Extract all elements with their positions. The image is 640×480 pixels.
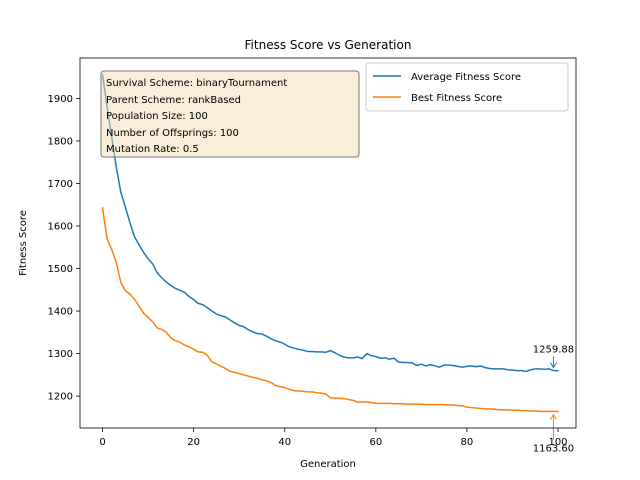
y-tick-label-1: 1300 [48, 349, 73, 360]
chart-title: Fitness Score vs Generation [245, 38, 412, 52]
y-tick-label-4: 1600 [48, 221, 73, 232]
y-tick-label-6: 1800 [48, 136, 73, 147]
x-tick-label-4: 80 [461, 437, 474, 448]
legend: Average Fitness Score Best Fitness Score [365, 62, 569, 112]
series-line-1 [101, 206, 559, 413]
info-parent-scheme: Parent Scheme: rankBased [106, 95, 241, 106]
y-tick-label-3: 1500 [48, 264, 73, 275]
annotation-arrowhead-1 [550, 413, 557, 420]
x-axis-label: Generation [300, 459, 356, 470]
y-tick-label-5: 1700 [48, 179, 73, 190]
y-tick-label-2: 1400 [48, 307, 73, 318]
x-tick-label-1: 20 [187, 437, 200, 448]
info-offsprings: Number of Offsprings: 100 [106, 128, 239, 139]
y-tick-label-7: 1900 [48, 94, 73, 105]
axes-frame [79, 57, 577, 429]
legend-frame [365, 62, 569, 112]
legend-label-average: Average Fitness Score [411, 72, 521, 83]
info-population-size: Population Size: 100 [106, 111, 208, 122]
x-tick-label-2: 40 [278, 437, 291, 448]
x-tick-label-0: 0 [99, 437, 105, 448]
series-line-0 [101, 74, 559, 373]
x-tick-label-5: 100 [548, 437, 567, 448]
axis-ticks: 0 20 40 60 80 100 1200 1300 1400 1500 1600 1700 1800… [48, 94, 568, 448]
plot-area: 1259.88 1163.60 [101, 74, 574, 455]
y-tick-label-0: 1200 [48, 392, 73, 403]
info-mutation-rate: Mutation Rate: 0.5 [106, 144, 199, 155]
annotation-arrowhead-0 [550, 362, 557, 369]
info-box: Survival Scheme: binaryTournament Parent… [100, 70, 360, 158]
info-survival-scheme: Survival Scheme: binaryTournament [106, 78, 287, 89]
x-tick-label-3: 60 [369, 437, 382, 448]
legend-label-best: Best Fitness Score [411, 93, 502, 104]
annotation-label-0: 1259.88 [533, 345, 574, 356]
annotation-label-1: 1163.60 [533, 444, 574, 455]
y-axis-label: Fitness Score [18, 210, 29, 276]
info-box-frame [100, 70, 360, 158]
